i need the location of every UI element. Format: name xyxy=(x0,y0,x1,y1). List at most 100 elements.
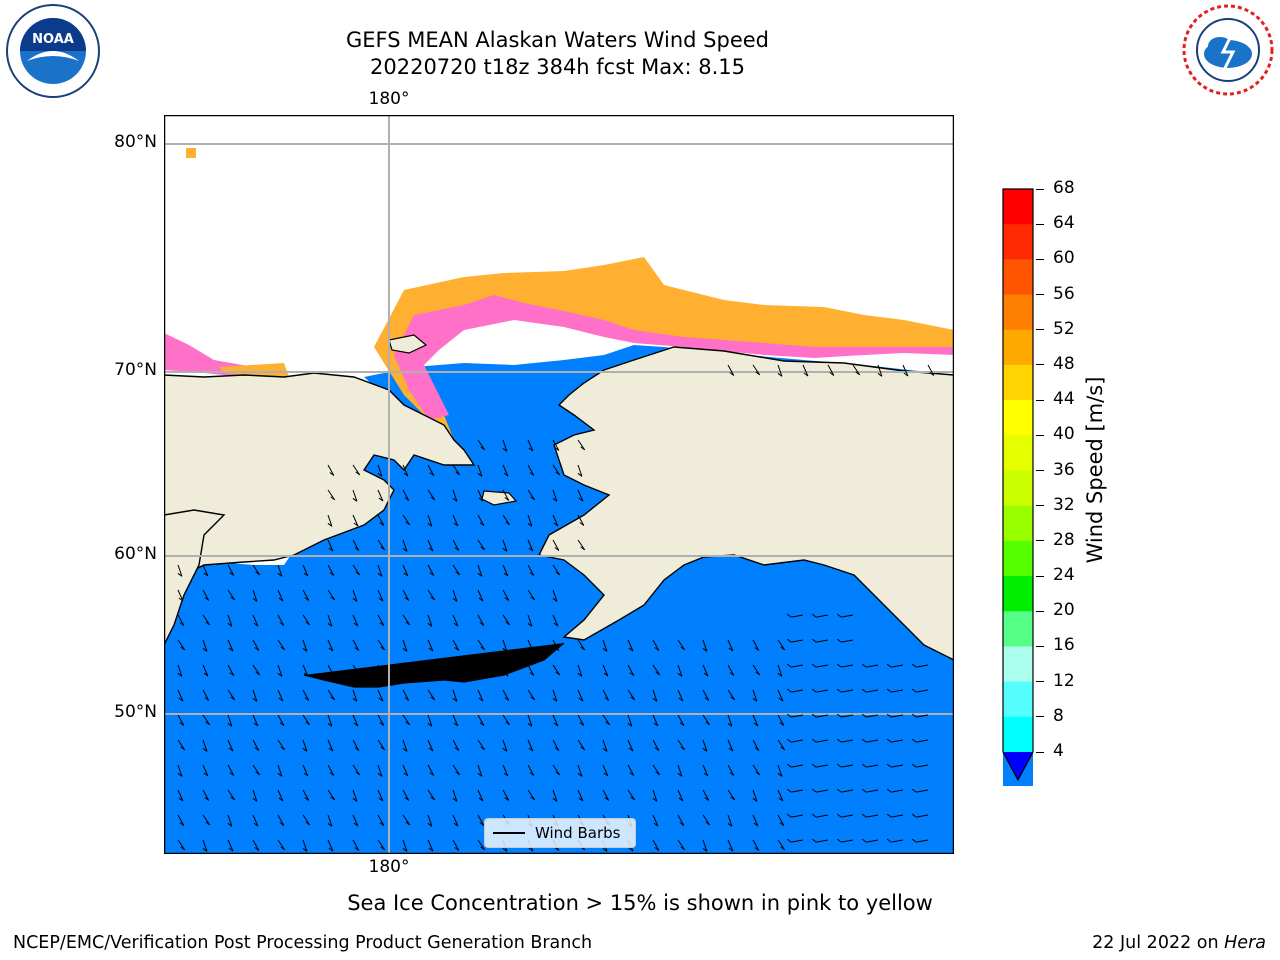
wind-barb xyxy=(302,689,310,701)
svg-text:NOAA: NOAA xyxy=(32,32,74,47)
wind-barb xyxy=(866,814,879,818)
colorbar-band xyxy=(1003,716,1033,753)
wind-barb xyxy=(552,689,558,702)
wind-barb xyxy=(752,789,758,802)
wind-barb-flag xyxy=(729,372,735,376)
wind-barb xyxy=(377,739,386,751)
wind-barb xyxy=(702,689,710,701)
wind-barb xyxy=(302,564,309,577)
wind-barb-flag xyxy=(630,796,636,801)
wind-barb-flag xyxy=(811,713,817,718)
wind-barb xyxy=(841,789,854,793)
wind-barb-flag xyxy=(628,847,634,852)
wind-barb xyxy=(752,839,760,851)
wind-barb-flag xyxy=(504,597,510,601)
legend-label: Wind Barbs xyxy=(535,824,621,842)
wind-barb-flag xyxy=(402,747,408,752)
wind-barb xyxy=(227,639,234,652)
wind-barb-flag xyxy=(404,797,410,801)
wind-barb-flag xyxy=(330,696,335,701)
wind-barb-flag xyxy=(354,647,360,651)
wind-barb-flag xyxy=(427,522,433,527)
wind-barb xyxy=(527,739,534,752)
wind-barb xyxy=(577,539,586,551)
wind-barb xyxy=(552,539,560,551)
wind-barb xyxy=(377,814,385,826)
wind-barb-flag xyxy=(328,847,334,852)
wind-barb xyxy=(402,689,410,701)
wind-barb xyxy=(302,839,308,852)
wind-barb xyxy=(652,689,658,702)
wind-barb-flag xyxy=(478,597,484,602)
wind-barb xyxy=(452,514,459,527)
wind-barb-flag xyxy=(402,547,408,552)
wind-barb xyxy=(177,614,185,626)
wind-barb xyxy=(502,564,509,577)
wind-barb-flag xyxy=(278,597,284,602)
wind-barb-flag xyxy=(478,797,484,802)
wind-barb xyxy=(577,714,585,726)
wind-barb-flag xyxy=(886,763,892,768)
wind-barb xyxy=(502,614,511,626)
wind-barb-flag xyxy=(780,746,786,751)
wind-barb xyxy=(727,689,736,701)
wind-barb xyxy=(377,689,384,702)
wind-barb-flag xyxy=(578,497,584,502)
wind-barb xyxy=(827,364,835,376)
wind-barb-flag xyxy=(552,497,558,502)
wind-barb xyxy=(327,614,333,627)
wind-barb-flag xyxy=(886,663,892,668)
wind-barb xyxy=(452,489,458,502)
wind-barb-flag xyxy=(179,622,185,626)
wind-barb-flag xyxy=(430,496,436,501)
wind-barb xyxy=(377,714,385,726)
wind-barb-flag xyxy=(554,747,560,751)
wind-barb-flag xyxy=(730,696,736,701)
wind-barb xyxy=(816,614,829,618)
wind-barb xyxy=(377,489,384,502)
wind-barb xyxy=(327,514,333,527)
wind-barb-flag xyxy=(527,522,533,527)
wind-barb xyxy=(816,714,829,718)
wind-barb-flag xyxy=(780,646,786,651)
wind-barb-flag xyxy=(279,622,285,626)
wind-barb-flag xyxy=(379,622,385,626)
wind-barb-flag xyxy=(255,671,260,676)
wind-barb-flag xyxy=(327,722,333,727)
colorbar-band xyxy=(1003,646,1033,683)
wind-barb-flag xyxy=(180,846,186,851)
wind-barb-flag xyxy=(728,847,734,852)
wind-barb xyxy=(916,689,929,693)
wind-barb xyxy=(552,614,559,627)
wind-barb xyxy=(477,564,483,577)
colorbar-tick-mark xyxy=(1036,434,1044,436)
wind-barb-flag xyxy=(503,472,509,477)
wind-barb-flag xyxy=(505,521,511,526)
wind-barb-flag xyxy=(552,797,558,802)
wind-barb xyxy=(402,764,409,777)
wind-barb xyxy=(252,589,258,602)
wind-barb-flag xyxy=(702,647,708,652)
colorbar-tick-mark xyxy=(1036,399,1044,401)
wind-barb-flag xyxy=(680,646,686,651)
wind-barb xyxy=(677,739,686,751)
wind-barb xyxy=(402,739,408,752)
wind-barb-flag xyxy=(480,746,486,751)
wind-barb xyxy=(841,714,854,718)
wind-barb-flag xyxy=(329,672,335,676)
wind-barb-flag xyxy=(478,697,484,702)
wind-barb-flag xyxy=(303,772,309,777)
wind-barb-flag xyxy=(252,797,258,802)
lat-label-60: 60°N xyxy=(114,544,157,564)
wind-barb xyxy=(702,789,710,801)
wind-barb-flag xyxy=(178,697,184,702)
wind-barb xyxy=(277,689,284,702)
wind-barb-flag xyxy=(779,722,785,726)
wind-barb xyxy=(427,564,435,576)
wind-barb xyxy=(377,839,386,851)
wind-barb-flag xyxy=(429,572,435,576)
wind-barb-flag xyxy=(177,572,183,577)
wind-barb-flag xyxy=(602,747,608,752)
wind-barb xyxy=(427,639,434,652)
colorbar-tick-label: 64 xyxy=(1053,213,1075,234)
